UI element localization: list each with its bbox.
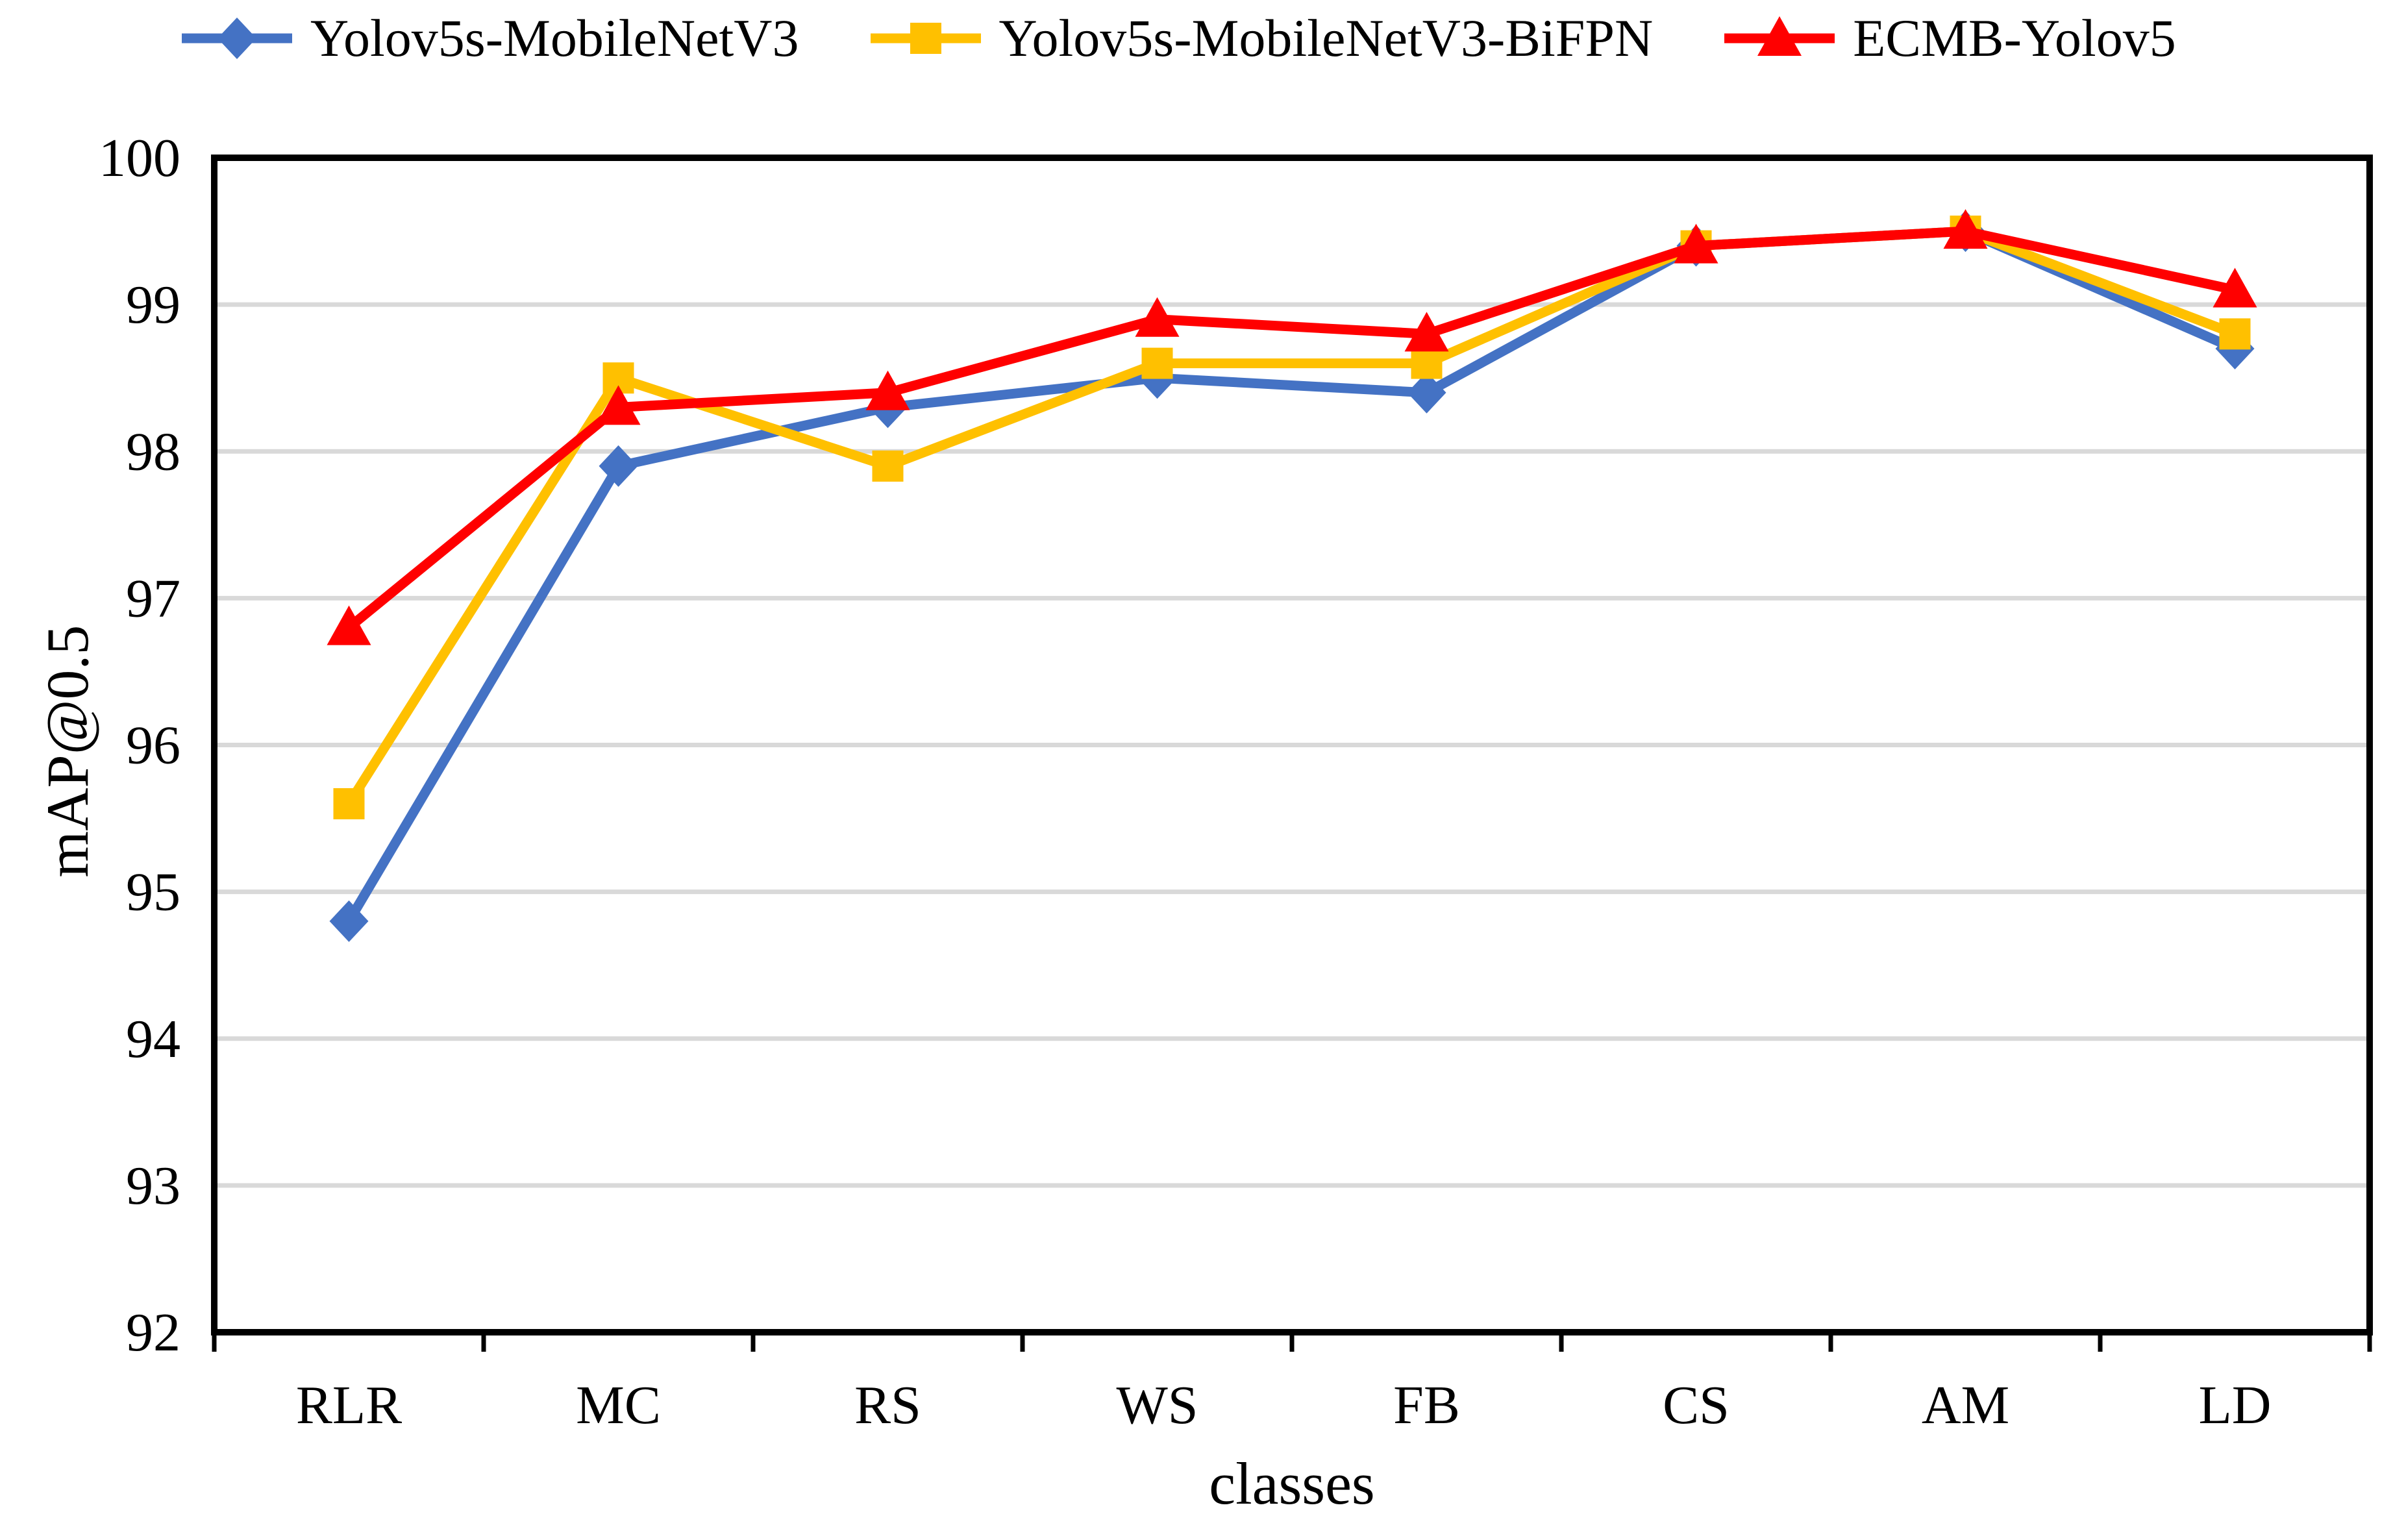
data-point-triangle-marker (596, 385, 641, 425)
data-point-square-marker (2219, 318, 2251, 350)
data-point-triangle-marker (327, 605, 371, 645)
y-tick-label: 94 (126, 1009, 180, 1069)
y-tick-label: 97 (126, 568, 180, 628)
data-point-diamond-marker (1407, 371, 1446, 414)
y-tick-label: 98 (126, 421, 180, 482)
y-tick-label: 96 (126, 715, 180, 776)
data-point-triangle-marker (1135, 297, 1180, 337)
legend-label: Yolov5s-MobileNetV3-BiFPN (998, 8, 1654, 68)
series-line-triangle (345, 226, 2237, 632)
series-line-square (345, 226, 2237, 806)
x-tick-label: FB (1393, 1375, 1460, 1435)
legend-line-diamond-icon (182, 16, 292, 61)
x-tick-label: WS (1117, 1375, 1198, 1435)
data-point-square-marker (1141, 347, 1173, 379)
legend-label: Yolov5s-MobileNetV3 (310, 8, 799, 68)
data-point-triangle-marker (2213, 267, 2257, 308)
legend-item-ecmb-yolov5: ECMB-Yolov5 (1724, 12, 2176, 65)
x-tick-label: LD (2199, 1375, 2272, 1435)
data-point-square-marker (872, 450, 904, 482)
y-tick-label: 99 (126, 275, 180, 335)
legend-line-triangle-icon (1724, 16, 1835, 61)
x-axis-title: classes (1209, 1450, 1375, 1517)
y-axis-title: mAP@0.5 (34, 625, 101, 878)
data-point-triangle-marker (1943, 209, 1988, 249)
legend-label: ECMB-Yolov5 (1853, 8, 2176, 68)
data-point-diamond-marker (599, 445, 638, 487)
legend-item-yolov5s-mobilenetv3-bifpn: Yolov5s-MobileNetV3-BiFPN (870, 8, 1654, 68)
data-point-triangle-marker (1404, 312, 1449, 352)
x-tick-label: RS (854, 1375, 921, 1435)
y-tick-label: 93 (126, 1156, 180, 1216)
legend-line-square-icon (870, 16, 981, 61)
x-tick-label: AM (1922, 1375, 2009, 1435)
data-point-triangle-marker (1674, 223, 1718, 264)
data-point-square-marker (1411, 347, 1443, 379)
data-point-square-marker (333, 788, 365, 819)
data-point-triangle-marker (865, 370, 910, 410)
x-tick-label: MC (576, 1375, 661, 1435)
series-line-diamond (345, 226, 2237, 924)
legend-item-yolov5s-mobilenetv3: Yolov5s-MobileNetV3 (182, 12, 799, 65)
x-tick-label: CS (1663, 1375, 1730, 1435)
data-point-diamond-marker (329, 900, 369, 942)
y-tick-label: 100 (99, 128, 180, 188)
y-tick-label: 95 (126, 862, 180, 923)
x-tick-label: RLR (296, 1375, 402, 1435)
chart-legend: Yolov5s-MobileNetV3 Yolov5s-MobileNetV3-… (182, 12, 2367, 65)
y-tick-label: 92 (126, 1302, 180, 1363)
